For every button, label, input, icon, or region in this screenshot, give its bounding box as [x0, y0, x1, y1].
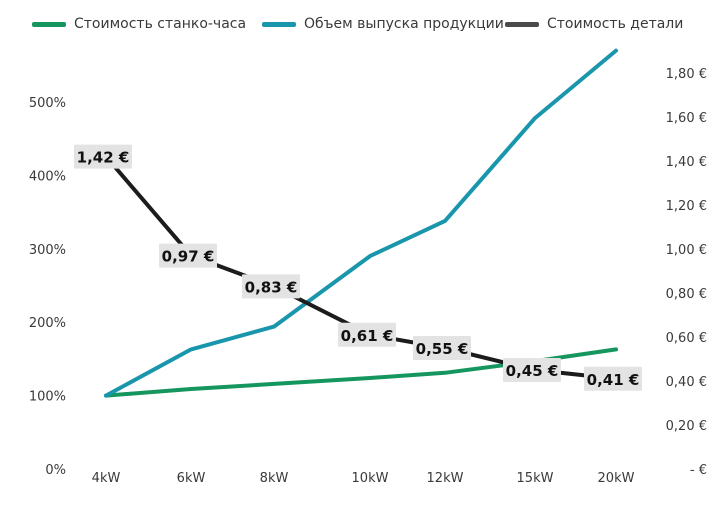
legend-item-part-cost: Стоимость детали — [505, 16, 683, 32]
data-label-box — [159, 243, 217, 268]
y-right-tick-label: 1,60 € — [666, 111, 707, 126]
y-right-tick-label: 1,20 € — [666, 199, 707, 214]
y-right-tick-label: 0,60 € — [666, 331, 707, 346]
x-tick-label: 15kW — [517, 471, 554, 486]
y-right-tick-label: - € — [690, 463, 707, 478]
data-label: 0,97 € — [162, 248, 215, 266]
x-tick-label: 8kW — [260, 471, 289, 486]
y-right-tick-label: 1,80 € — [666, 67, 707, 82]
data-label: 0,61 € — [341, 327, 394, 345]
data-label-box — [338, 322, 396, 347]
x-tick-label: 10kW — [352, 471, 389, 486]
y-left-tick-label: 100% — [29, 390, 66, 405]
x-tick-label: 20kW — [598, 471, 635, 486]
y-right-tick-label: 1,00 € — [666, 243, 707, 258]
y-left-tick-label: 500% — [29, 96, 66, 111]
legend-label-part-cost: Стоимость детали — [547, 16, 684, 32]
y-right-tick-label: 0,40 € — [666, 375, 707, 390]
data-label: 1,42 € — [77, 149, 130, 167]
legend-label-machine-hour-cost: Стоимость станко-часа — [74, 16, 247, 32]
legend-item-output-volume: Объем выпуска продукции — [262, 16, 504, 32]
legend-swatch-output-volume — [262, 21, 296, 27]
y-left-tick-label: 300% — [29, 243, 66, 258]
data-label-box — [242, 274, 300, 299]
legend-item-machine-hour-cost: Стоимость станко-часа — [32, 16, 246, 32]
data-label: 0,41 € — [587, 371, 640, 389]
y-right-tick-label: 0,80 € — [666, 287, 707, 302]
y-right-tick-label: 0,20 € — [666, 419, 707, 434]
x-tick-label: 6kW — [177, 471, 206, 486]
data-label-box — [584, 366, 642, 391]
legend-label-output-volume: Объем выпуска продукции — [304, 16, 504, 32]
series-line-output-volume — [104, 48, 618, 398]
x-tick-label: 12kW — [427, 471, 464, 486]
legend-swatch-machine-hour-cost — [32, 21, 66, 27]
y-left-tick-label: 0% — [45, 463, 66, 478]
data-label: 0,83 € — [245, 278, 298, 296]
data-label-box — [413, 336, 471, 360]
x-tick-label: 4kW — [92, 471, 121, 486]
legend-swatch-part-cost — [505, 21, 539, 27]
data-label-box — [74, 144, 132, 169]
y-left-tick-label: 400% — [29, 169, 66, 184]
data-label: 0,55 € — [416, 340, 469, 358]
data-label-box — [503, 358, 561, 382]
y-left-tick-label: 200% — [29, 316, 66, 331]
chart-legend: Стоимость станко-часа Объем выпуска прод… — [0, 16, 722, 38]
data-label: 0,45 € — [506, 362, 559, 380]
y-right-tick-label: 1,40 € — [666, 155, 707, 170]
